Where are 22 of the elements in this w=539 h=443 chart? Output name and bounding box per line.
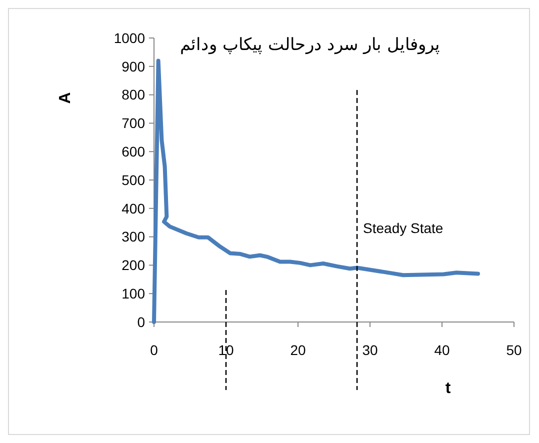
y-tick-label: 300 bbox=[122, 228, 146, 245]
y-tick-label: 800 bbox=[122, 86, 146, 103]
x-tick-label: 20 bbox=[290, 342, 306, 358]
x-tick-label: 40 bbox=[434, 342, 450, 358]
x-axis-title: t bbox=[445, 380, 452, 397]
y-tick-label: 700 bbox=[122, 115, 146, 132]
y-axis-title: A bbox=[57, 92, 74, 104]
x-tick-label: 30 bbox=[362, 342, 378, 358]
y-tick-label: 0 bbox=[137, 314, 146, 330]
y-tick-label: 500 bbox=[122, 172, 146, 188]
x-tick-label: 0 bbox=[150, 342, 158, 358]
chart-title: پروفایل بار سرد درحالت پیکاپ ودائم bbox=[180, 35, 440, 55]
y-tick-label: 200 bbox=[122, 257, 146, 274]
ref-line-label: Steady State bbox=[363, 220, 444, 236]
x-tick-label: 10 bbox=[218, 342, 234, 358]
y-tick-label: 600 bbox=[122, 144, 146, 160]
y-tick-label: 1000 bbox=[114, 30, 146, 46]
y-tick-label: 100 bbox=[122, 286, 146, 302]
x-tick-label: 50 bbox=[506, 342, 522, 358]
line-series bbox=[152, 58, 480, 324]
y-tick-label: 400 bbox=[122, 200, 146, 216]
y-tick-label: 900 bbox=[122, 58, 146, 74]
